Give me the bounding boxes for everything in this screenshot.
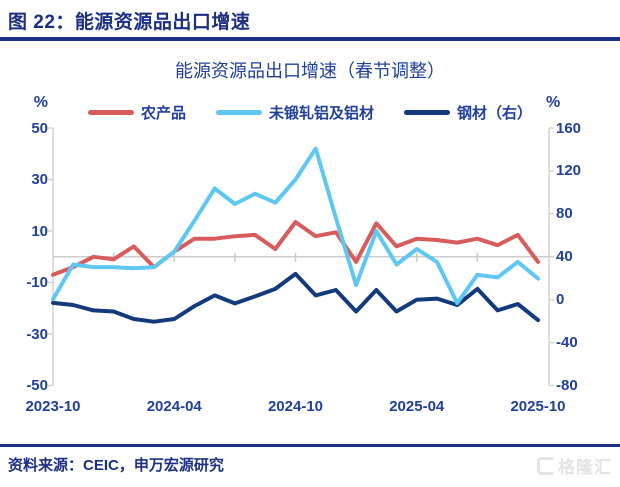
source-note: 资料来源：CEIC，申万宏源研究 [8, 457, 224, 474]
legend-label: 农产品 [140, 105, 186, 122]
left-axis-unit: % [33, 94, 48, 111]
series-line-未锻轧铝及铝材 [51, 146, 540, 306]
left-axis-label: -10 [26, 274, 48, 291]
left-axis-label: 10 [31, 222, 48, 240]
watermark: 格隆汇 [537, 453, 612, 478]
legend-swatch [404, 110, 450, 115]
chart-title: 能源资源品出口增速（春节调整） [175, 61, 445, 81]
watermark-text: 格隆汇 [558, 458, 612, 477]
watermark-logo-icon [537, 456, 555, 475]
x-axis-label: 2025-10 [510, 398, 566, 415]
series-line-钢材（右） [51, 271, 540, 324]
series-line-农产品 [51, 220, 540, 277]
right-axis-label: 0 [556, 291, 565, 309]
legend-label: 未锻轧铝及铝材 [268, 105, 374, 122]
right-axis-label: 40 [556, 248, 573, 266]
left-axis-label: -50 [26, 377, 48, 394]
right-axis-unit: % [546, 94, 561, 111]
header-rule [0, 37, 620, 41]
x-axis-label: 2023-10 [25, 398, 81, 415]
left-axis-label: 50 [31, 119, 48, 137]
right-axis-label: -40 [556, 334, 578, 352]
left-axis-label: 30 [31, 171, 48, 188]
chart-legend: 农产品 未锻轧铝及铝材 钢材（右） [0, 102, 620, 123]
right-axis-label: 80 [556, 205, 573, 223]
x-axis-label: 2024-10 [267, 398, 324, 415]
legend-item[interactable]: 未锻轧铝及铝材 [215, 102, 374, 123]
legend-swatch [215, 110, 262, 115]
legend-label: 钢材（右） [457, 105, 533, 122]
legend-swatch [87, 110, 134, 115]
footer-rule [0, 444, 620, 447]
legend-item[interactable]: 钢材（右） [404, 102, 532, 123]
x-axis-label: 2025-04 [389, 398, 445, 415]
figure-title: 图 22：能源资源品出口增速 [8, 12, 251, 33]
right-axis-label: 160 [556, 119, 582, 137]
right-axis-label: -80 [556, 377, 578, 394]
x-axis-label: 2024-04 [146, 398, 202, 415]
left-axis-label: -30 [26, 325, 48, 343]
legend-item[interactable]: 农产品 [87, 102, 186, 123]
right-axis-label: 120 [556, 162, 582, 180]
